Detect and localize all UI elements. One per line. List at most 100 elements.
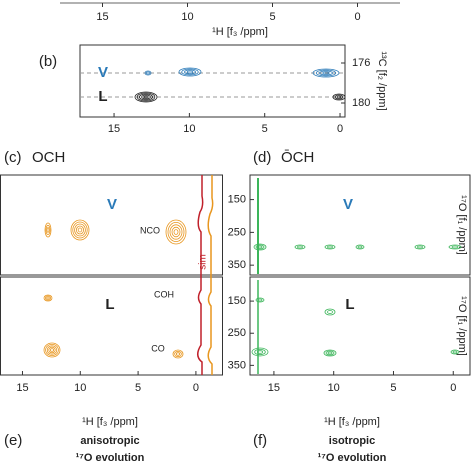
contour [257,245,263,249]
x-tick-label: 10 [181,11,193,23]
caption-line: anisotropic [80,435,139,447]
contour [134,91,158,103]
panel-label: (c) [4,149,22,166]
contour [325,350,335,356]
contour [138,93,153,101]
contour [173,229,179,235]
contour [452,350,458,354]
series-label: V [343,196,353,213]
contour [72,221,88,239]
series-label: L [345,296,354,313]
contour [327,310,333,314]
contour [77,227,83,233]
contour [450,349,460,355]
x-tick-label: 5 [269,11,275,23]
contour [181,68,199,76]
x-tick-label: 10 [183,123,195,135]
contour [257,298,263,302]
contour [45,343,59,356]
contour [414,244,426,250]
x-tick-label: 0 [337,123,343,135]
x-tick-label: 10 [328,382,340,394]
x-tick-label: 0 [193,382,199,394]
contour [448,244,462,250]
contour [323,349,337,357]
x-tick-label: 5 [390,382,396,394]
contour [319,70,333,76]
contour [141,94,151,100]
y-tick-label: 250 [228,226,246,238]
contour [332,93,346,101]
top-x-label: ¹H [f₃ /ppm] [212,26,268,38]
contour [327,245,333,249]
contour [43,342,61,358]
contour [165,219,187,245]
panel-d-bottom-frame [249,276,471,376]
y-tick-label: 176 [352,57,370,69]
contour [70,219,90,241]
contour [143,95,149,99]
contour [327,351,333,355]
y-label: ¹³C [f₂ /ppm] [376,51,388,110]
x-tick-label: 0 [450,382,456,394]
panel-title: ŌCH [281,149,314,166]
contour [50,348,55,352]
series-label: L [105,296,114,313]
annotation: COH [154,289,174,299]
panel-label: (f) [253,432,267,449]
contour [172,349,184,359]
contour [253,243,267,251]
series-label: V [107,196,117,213]
contour [251,347,269,357]
panel-c-bottom-frame [0,276,223,376]
annotation: NCO [140,225,160,235]
annotation: sim [198,254,209,270]
contour [322,71,330,75]
panel-label: (e) [4,432,22,449]
annotation: CO [151,343,165,353]
contour [144,70,152,76]
contour [174,350,182,358]
contour [417,245,423,249]
x-tick-label: 5 [262,123,268,135]
contour [48,346,56,354]
y-tick-label: 350 [228,359,246,371]
contour [169,224,183,240]
contour [312,68,340,78]
x-tick-label: 15 [16,382,28,394]
contour [184,69,196,75]
panel-title: OCH [32,149,65,166]
contour [324,244,336,250]
x-tick-label: 5 [135,382,141,394]
panel-label: (d) [253,149,271,166]
contour [146,71,150,75]
contour [178,67,202,77]
contour [44,222,52,238]
x-tick-label: 10 [74,382,86,394]
caption-line: ¹⁷O evolution [76,452,145,464]
x-label: ¹H [f₃ /ppm] [82,416,138,428]
contour [171,226,181,238]
y-tick-label: 250 [228,327,246,339]
contour [255,244,265,250]
panel-label: (b) [39,53,57,70]
sim-trace [197,175,204,375]
contour [256,350,264,354]
contour [46,345,58,355]
x-tick-label: 15 [96,11,108,23]
x-tick-label: 0 [354,11,360,23]
contour [255,297,265,303]
x-label: ¹H [f₃ /ppm] [324,416,380,428]
y-tick-label: 150 [228,193,246,205]
contour [357,245,363,249]
x-tick-label: 15 [268,382,280,394]
contour [336,95,342,99]
contour [355,244,365,250]
contour [45,224,51,236]
y-tick-label: 350 [228,259,246,271]
contour [175,352,181,356]
series-label: V [98,64,108,81]
contour [44,295,52,301]
contour [43,294,53,302]
caption-line: ¹⁷O evolution [318,452,387,464]
